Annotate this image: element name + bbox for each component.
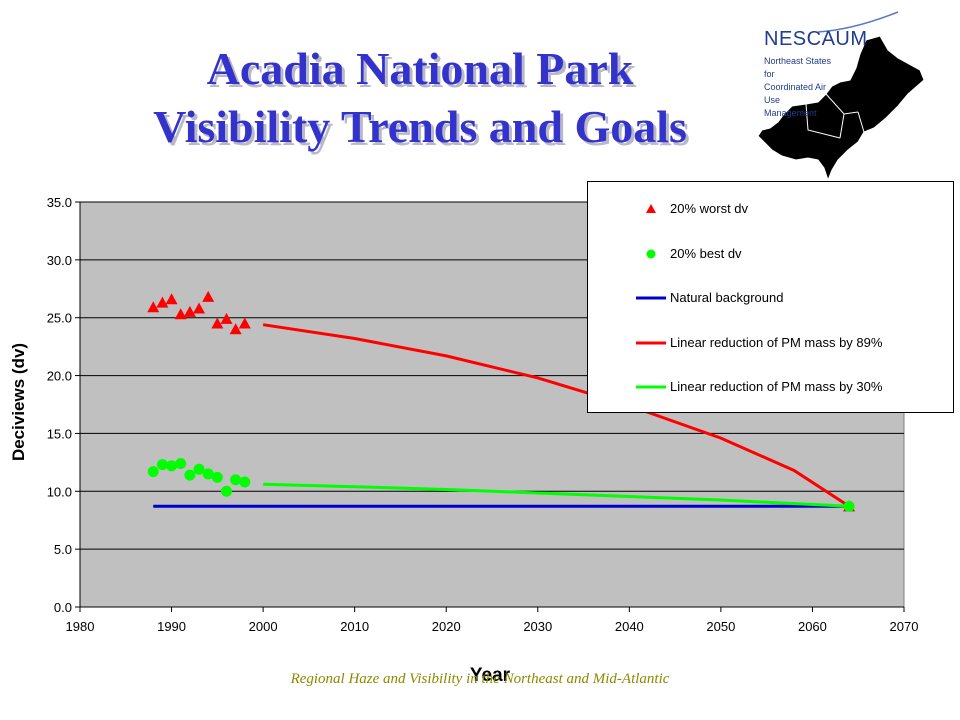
worst-dv-point (238, 317, 251, 329)
worst-dv-point (211, 317, 224, 329)
y-tick-label: 20.0 (47, 369, 72, 384)
y-tick-label: 25.0 (47, 311, 72, 326)
x-tick-label: 1990 (157, 619, 186, 634)
legend-item: 20% worst dv (588, 199, 953, 219)
best-dv-point (156, 459, 168, 471)
worst-dv-point (174, 308, 187, 320)
series-line (263, 482, 850, 508)
best-dv-point (166, 460, 178, 472)
best-dv-point (184, 469, 196, 481)
x-tick-label: 2030 (523, 619, 552, 634)
legend-item: Linear reduction of PM mass by 89% (588, 333, 953, 353)
series-line (262, 323, 850, 508)
worst-dv-point (183, 305, 196, 317)
y-tick-label: 30.0 (47, 253, 72, 268)
y-tick-label: 5.0 (54, 542, 72, 557)
x-tick-label: 2010 (340, 619, 369, 634)
slide-footer: Regional Haze and Visibility in the Nort… (290, 671, 670, 687)
x-tick-label: 2070 (890, 619, 919, 634)
slide-title: Acadia National Park Visibility Trends a… (0, 40, 840, 156)
y-tick-label: 35.0 (47, 195, 72, 210)
y-tick-label: 0.0 (54, 600, 72, 615)
blue-line-icon (636, 296, 666, 300)
green-line-icon (636, 385, 666, 389)
best-dv-point (175, 458, 187, 470)
worst-dv-point (193, 302, 206, 314)
circle-marker-icon (646, 249, 656, 259)
x-tick-label: 2060 (798, 619, 827, 634)
x-tick-label: 2040 (615, 619, 644, 634)
legend-item: Linear reduction of PM mass by 30% (588, 377, 953, 397)
best-dv-point (147, 466, 159, 478)
triangle-marker-icon (646, 204, 656, 213)
legend-label: Linear reduction of PM mass by 89% (670, 335, 883, 350)
worst-dv-point (229, 323, 242, 335)
legend-label: 20% worst dv (670, 201, 749, 216)
logo-subtitle-line: Northeast States for (764, 56, 832, 79)
legend-label: Natural background (670, 290, 784, 305)
y-tick-label: 15.0 (47, 426, 72, 441)
x-tick-label: 2050 (706, 619, 735, 634)
worst-dv-point (202, 290, 215, 302)
x-tick-label: 2000 (249, 619, 278, 634)
legend-label: 20% best dv (670, 246, 742, 261)
best-dv-point (193, 463, 205, 475)
logo-subtitle-line: Coordinated Air Use (764, 82, 827, 105)
best-dv-point (202, 468, 214, 480)
worst-dv-point (165, 293, 178, 305)
worst-dv-point (147, 301, 160, 313)
legend-label: Linear reduction of PM mass by 30% (670, 379, 883, 394)
title-line-2: Visibility Trends and Goals (153, 101, 687, 152)
x-tick-label: 2020 (432, 619, 461, 634)
red-line-icon (636, 341, 666, 345)
best-dv-point (230, 474, 242, 486)
legend-item: 20% best dv (588, 244, 953, 264)
logo-subtitle-line: Management (764, 108, 817, 118)
best-dv-point (843, 500, 855, 512)
legend-item: Natural background (588, 288, 953, 308)
worst-dv-point (220, 312, 233, 324)
x-axis-label: Year (470, 665, 511, 686)
best-dv-point (211, 471, 223, 483)
logo-title: NESCAUM (764, 28, 868, 50)
y-axis-label: Deciviews (dv) (9, 343, 28, 461)
logo-subtitle: Northeast States for Coordinated Air Use… (764, 55, 844, 120)
title-line-1: Acadia National Park (206, 43, 634, 94)
best-dv-point (239, 476, 251, 488)
best-dv-point (220, 485, 232, 497)
worst-dv-point (156, 296, 169, 308)
y-tick-label: 10.0 (47, 484, 72, 499)
northeast-states-map-icon (757, 11, 925, 182)
chart-legend: 20% worst dv 20% best dv Natural backgro… (587, 181, 954, 413)
x-tick-label: 1980 (66, 619, 95, 634)
